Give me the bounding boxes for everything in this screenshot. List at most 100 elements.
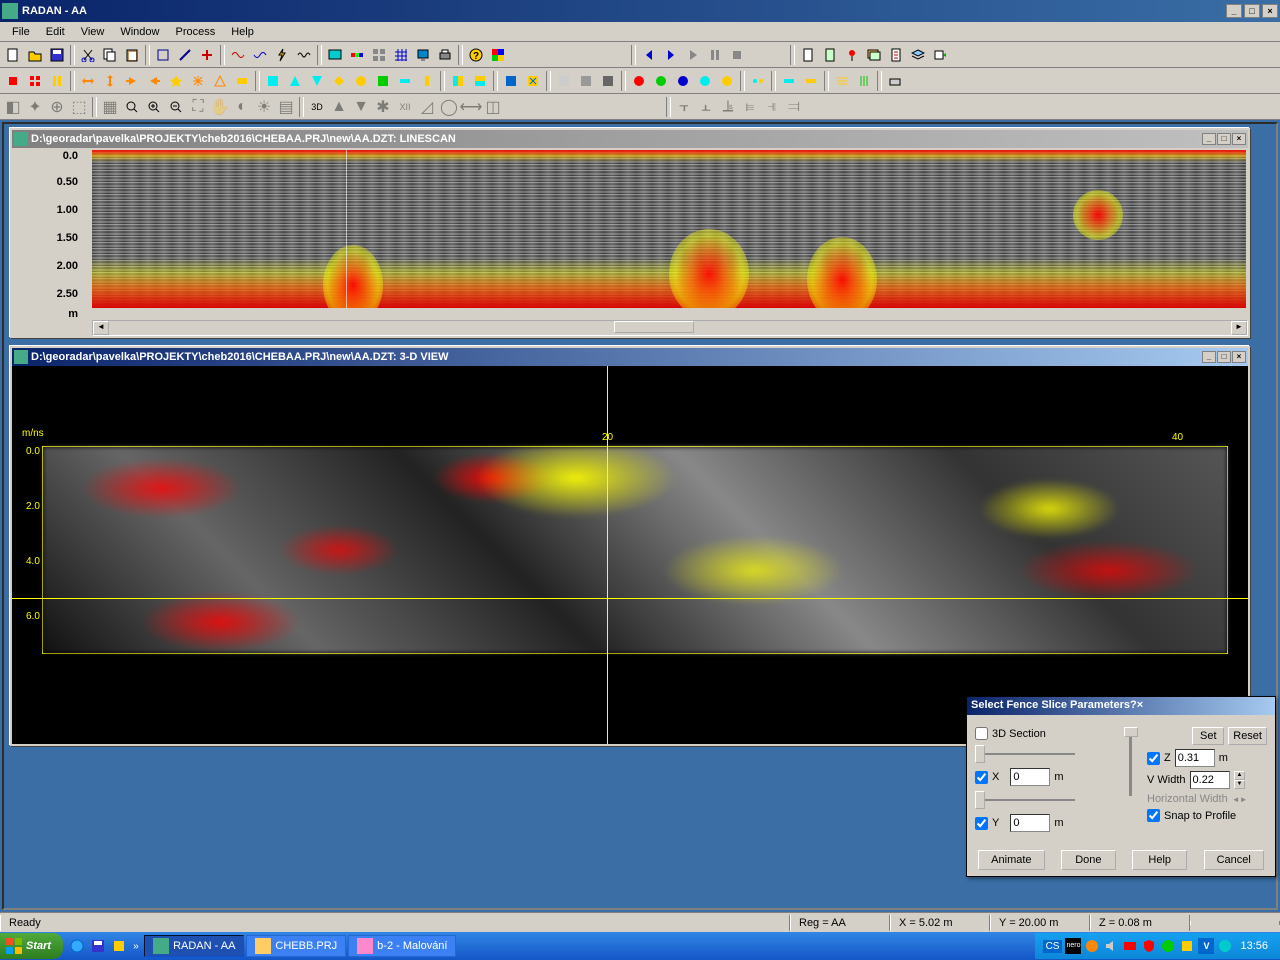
tool3-icon[interactable] <box>197 45 217 65</box>
align6-icon[interactable]: ⫤ <box>784 97 804 117</box>
spin-down[interactable]: ▼ <box>1234 780 1246 789</box>
lines1-icon[interactable] <box>832 71 852 91</box>
tray5-icon[interactable] <box>1160 938 1176 954</box>
z-field[interactable] <box>1175 749 1215 767</box>
close-button[interactable]: × <box>1232 351 1246 363</box>
minimize-button[interactable]: _ <box>1202 133 1216 145</box>
linescan-view[interactable]: 0.0 0.50 1.00 1.50 2.00 2.50 m ◄ ► <box>12 148 1248 336</box>
maximize-button[interactable]: □ <box>1244 4 1260 18</box>
menu-window[interactable]: Window <box>112 24 167 40</box>
red-sq-icon[interactable] <box>3 71 23 91</box>
menu-edit[interactable]: Edit <box>38 24 73 40</box>
arrow-l-icon[interactable] <box>122 71 142 91</box>
print-icon[interactable] <box>435 45 455 65</box>
cyan4-icon[interactable] <box>395 71 415 91</box>
yel3-icon[interactable] <box>417 71 437 91</box>
colors-icon[interactable] <box>488 45 508 65</box>
wave-icon[interactable] <box>228 45 248 65</box>
tray-icon[interactable] <box>1084 938 1100 954</box>
view3d-titlebar[interactable]: D:\georadar\pavelka\PROJEKTY\cheb2016\CH… <box>12 348 1248 366</box>
minimize-button[interactable]: _ <box>1226 4 1242 18</box>
monitor-icon[interactable] <box>413 45 433 65</box>
tray8-icon[interactable] <box>1217 938 1233 954</box>
grn1-icon[interactable] <box>373 71 393 91</box>
c4-icon[interactable] <box>695 71 715 91</box>
prev-icon[interactable] <box>639 45 659 65</box>
dialog-titlebar[interactable]: Select Fence Slice Parameters ? × <box>967 697 1275 715</box>
sine-icon[interactable] <box>294 45 314 65</box>
done-button[interactable]: Done <box>1061 850 1116 870</box>
ie-icon[interactable] <box>67 936 87 956</box>
yel2-icon[interactable] <box>351 71 371 91</box>
menu-view[interactable]: View <box>73 24 113 40</box>
grid2-icon[interactable] <box>391 45 411 65</box>
t3-moon-icon[interactable]: ◐ <box>232 97 252 117</box>
dialog-help-button[interactable]: Help <box>1132 850 1187 870</box>
z-slider-thumb[interactable] <box>1124 727 1138 737</box>
next-icon[interactable] <box>661 45 681 65</box>
y-field[interactable] <box>1010 814 1050 832</box>
t3-tri-icon[interactable]: ◿ <box>417 97 437 117</box>
mix1-icon[interactable] <box>448 71 468 91</box>
save-ql-icon[interactable] <box>88 936 108 956</box>
t3-4-icon[interactable]: ⬚ <box>69 97 89 117</box>
tool2-icon[interactable] <box>175 45 195 65</box>
close-button[interactable]: × <box>1232 133 1246 145</box>
pin-icon[interactable] <box>842 45 862 65</box>
t3-sun-icon[interactable]: ☀ <box>254 97 274 117</box>
t3-ast-icon[interactable]: ✱ <box>373 97 393 117</box>
tray3-icon[interactable] <box>1122 938 1138 954</box>
close-button[interactable]: × <box>1137 699 1143 713</box>
notes-icon[interactable] <box>109 936 129 956</box>
t3-circ-icon[interactable]: ◯ <box>439 97 459 117</box>
arrows-v-icon[interactable] <box>100 71 120 91</box>
scroll-right-button[interactable]: ► <box>1231 321 1247 335</box>
vwidth-field[interactable] <box>1190 771 1230 789</box>
g2-icon[interactable] <box>576 71 596 91</box>
t3-3d-icon[interactable]: 3D <box>307 97 327 117</box>
animate-button[interactable]: Animate <box>978 850 1044 870</box>
g1-icon[interactable] <box>554 71 574 91</box>
tray7-icon[interactable]: V <box>1198 938 1214 954</box>
y-checkbox[interactable] <box>975 817 988 830</box>
t3-xii-icon[interactable]: XII <box>395 97 415 117</box>
cyan2-icon[interactable] <box>285 71 305 91</box>
cyan3-icon[interactable] <box>307 71 327 91</box>
tri-icon[interactable] <box>210 71 230 91</box>
pause-icon[interactable] <box>705 45 725 65</box>
align5-icon[interactable]: ⫣ <box>762 97 782 117</box>
horizontal-scrollbar[interactable]: ◄ ► <box>92 320 1248 336</box>
printer2-icon[interactable] <box>885 71 905 91</box>
new-icon[interactable] <box>3 45 23 65</box>
align1-icon[interactable]: ⫟ <box>674 97 694 117</box>
export-icon[interactable] <box>930 45 950 65</box>
tray6-icon[interactable] <box>1179 938 1195 954</box>
cut-icon[interactable] <box>78 45 98 65</box>
t3-dn-icon[interactable]: ▼ <box>351 97 371 117</box>
x-checkbox[interactable] <box>975 771 988 784</box>
stop-icon[interactable] <box>727 45 747 65</box>
screen-icon[interactable] <box>325 45 345 65</box>
t3-2-icon[interactable]: ✦ <box>25 97 45 117</box>
shield-icon[interactable] <box>1141 938 1157 954</box>
arrow-r-icon[interactable] <box>144 71 164 91</box>
scroll-thumb[interactable] <box>614 321 694 333</box>
linescan-titlebar[interactable]: D:\georadar\pavelka\PROJEKTY\cheb2016\CH… <box>12 130 1248 148</box>
cyan1-icon[interactable] <box>263 71 283 91</box>
t3-fit-icon[interactable]: ⛶ <box>188 97 208 117</box>
t3-zoomin-icon[interactable] <box>144 97 164 117</box>
c2-icon[interactable] <box>651 71 671 91</box>
maximize-button[interactable]: □ <box>1217 133 1231 145</box>
z-checkbox[interactable] <box>1147 752 1160 765</box>
maximize-button[interactable]: □ <box>1217 351 1231 363</box>
dots-icon[interactable] <box>748 71 768 91</box>
copy-icon[interactable] <box>100 45 120 65</box>
play-icon[interactable] <box>683 45 703 65</box>
minimize-button[interactable]: _ <box>1202 351 1216 363</box>
yel-cols-icon[interactable] <box>47 71 67 91</box>
align4-icon[interactable]: ⫢ <box>740 97 760 117</box>
t3-last-icon[interactable]: ◫ <box>483 97 503 117</box>
t3-ruler-icon[interactable]: ⟷ <box>461 97 481 117</box>
yel-r2-icon[interactable] <box>801 71 821 91</box>
t3-hand-icon[interactable]: ✋ <box>210 97 230 117</box>
